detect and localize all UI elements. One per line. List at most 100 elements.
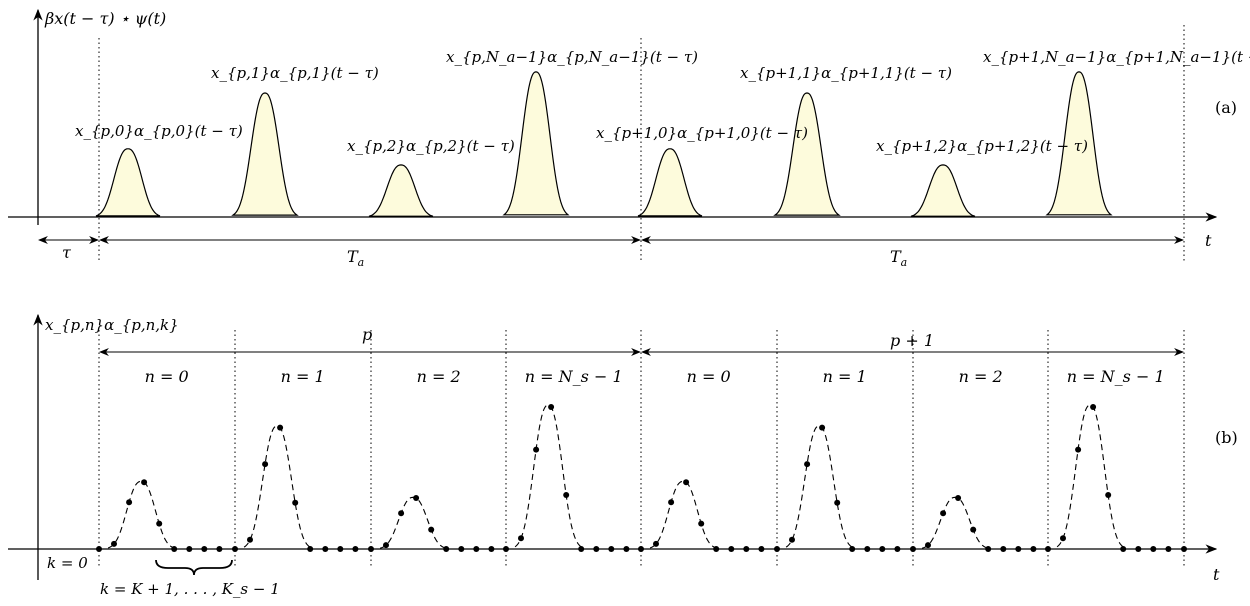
- sample-point: [713, 546, 720, 552]
- sample-point: [141, 479, 148, 486]
- sample-point: [925, 542, 931, 549]
- sample-point: [458, 546, 465, 552]
- sample-point: [1015, 546, 1022, 552]
- segment-label: n = 1: [281, 367, 325, 386]
- sample-point: [1075, 446, 1082, 453]
- sample-point: [186, 546, 193, 552]
- sample-point: [1090, 404, 1097, 410]
- panel-a-pulses: [95, 71, 1113, 217]
- sample-point: [1045, 546, 1051, 552]
- pulse-shape: [637, 148, 703, 217]
- sample-point: [262, 461, 269, 468]
- pulse-shape: [910, 164, 976, 217]
- pulse-label: x_{p+1,2}α_{p+1,2}(t − τ): [876, 137, 1088, 155]
- pulse-envelope: [243, 425, 311, 548]
- sample-point: [156, 520, 163, 527]
- sample-point: [1135, 546, 1142, 552]
- sample-point: [232, 546, 238, 552]
- panel-b-label: (b): [1215, 428, 1238, 447]
- panel-a-t-label: t: [1205, 231, 1212, 250]
- pulse-label: x_{p+1,0}α_{p+1,0}(t − τ): [596, 124, 808, 142]
- sample-point: [1000, 546, 1007, 552]
- block-label-p: p: [362, 325, 372, 344]
- pulse-label: x_{p,N_a−1}α_{p,N_a−1}(t − τ): [446, 48, 698, 66]
- pulse-shape: [368, 164, 434, 217]
- sample-point: [774, 546, 780, 552]
- sample-point: [96, 546, 102, 552]
- pulse-label: x_{p,1}α_{p,1}(t − τ): [211, 64, 379, 82]
- period-label-2: Ta: [890, 247, 907, 269]
- pulse-envelope: [1056, 404, 1124, 548]
- panel-a-y-axis-label: βx(t − τ) ⋆ ψ(t): [44, 9, 166, 28]
- pulse-label: x_{p,2}α_{p,2}(t − τ): [347, 137, 515, 155]
- sample-point: [819, 424, 826, 431]
- sample-point: [126, 499, 133, 506]
- sample-point: [683, 479, 690, 486]
- segment-label: n = 0: [145, 367, 189, 386]
- sample-point: [488, 546, 495, 552]
- sample-point: [758, 546, 765, 552]
- sample-point: [910, 546, 916, 552]
- sample-point: [668, 499, 675, 506]
- sample-point: [743, 546, 750, 552]
- segment-label: n = N_s − 1: [1067, 367, 1165, 386]
- sample-point: [1181, 546, 1187, 552]
- pulse-label: x_{p+1,N_a−1}α_{p+1,N_a−1}(t − τ): [983, 48, 1250, 66]
- sample-point: [728, 546, 735, 552]
- pulse-label: x_{p+1,1}α_{p+1,1}(t − τ): [740, 64, 952, 82]
- sample-point: [1105, 492, 1112, 498]
- sample-point: [623, 546, 630, 552]
- pulse-envelope: [785, 425, 853, 548]
- sample-point: [593, 546, 600, 552]
- sample-point: [789, 536, 795, 543]
- sample-point: [473, 546, 480, 552]
- segment-label: n = 0: [687, 367, 731, 386]
- sample-point: [548, 404, 555, 410]
- period-label-1: Ta: [347, 247, 364, 269]
- tau-label: τ: [62, 243, 72, 262]
- segment-label: n = 1: [823, 367, 867, 386]
- sample-point: [653, 540, 659, 547]
- sample-point: [1150, 546, 1157, 552]
- sample-point: [216, 546, 223, 552]
- pulse-envelope: [107, 480, 175, 549]
- sample-point: [1120, 546, 1127, 552]
- pulse-envelope: [649, 480, 717, 549]
- sample-point: [368, 546, 374, 552]
- sample-point: [503, 546, 509, 552]
- pulse-envelope: [379, 496, 447, 549]
- sample-point: [352, 546, 359, 552]
- sample-point: [578, 546, 585, 552]
- sample-point: [849, 546, 856, 552]
- sample-point: [428, 526, 435, 533]
- sample-point: [608, 546, 615, 552]
- sample-point: [698, 520, 705, 527]
- pulse-shape: [231, 92, 299, 216]
- pulse-envelope: [514, 404, 582, 548]
- k0-label: k = 0: [47, 554, 88, 572]
- panel-b-dividers: [98, 330, 1185, 566]
- sample-point: [1165, 546, 1172, 552]
- segment-labels: n = 0 n = 1 n = 2 n = N_s − 1 n = 0 n = 1 n = …: [145, 367, 1165, 386]
- sample-point: [894, 546, 901, 552]
- block-label-p1: p + 1: [890, 331, 934, 350]
- segment-label: n = 2: [417, 367, 461, 386]
- sample-point: [337, 546, 344, 552]
- sample-point: [322, 546, 329, 552]
- pulse-shape: [95, 148, 161, 217]
- sample-point: [533, 446, 540, 453]
- pulse-envelope: [921, 496, 989, 549]
- sample-point: [970, 526, 977, 533]
- segment-label: n = 2: [959, 367, 1003, 386]
- sample-point: [443, 546, 450, 552]
- sample-point: [277, 424, 284, 431]
- sample-point: [201, 546, 208, 552]
- sample-point: [955, 495, 962, 501]
- brace-label: k = K + 1, . . . , K_s − 1: [100, 580, 280, 598]
- pulse-shape: [502, 71, 570, 216]
- sample-point: [383, 542, 389, 549]
- sample-point: [638, 546, 644, 552]
- brace: [155, 559, 233, 576]
